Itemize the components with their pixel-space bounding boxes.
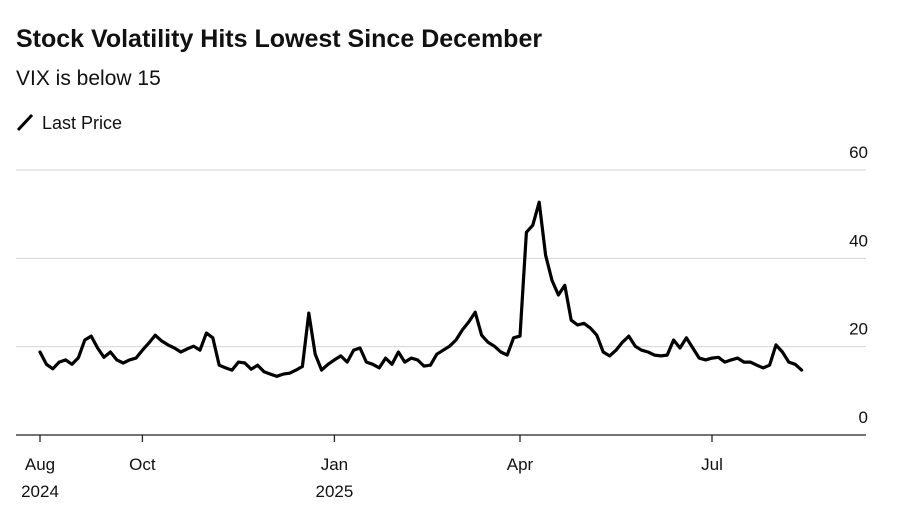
x-tick-label: Aug 2024 bbox=[21, 455, 59, 501]
y-tick-label: 40 bbox=[849, 231, 868, 250]
legend-swatch bbox=[16, 113, 34, 132]
chart-title: Stock Volatility Hits Lowest Since Decem… bbox=[16, 25, 542, 53]
legend: Last Price bbox=[16, 113, 122, 133]
data-line bbox=[38, 200, 804, 378]
legend-label: Last Price bbox=[42, 113, 122, 133]
x-tick-label: Jan 2025 bbox=[315, 455, 353, 501]
y-tick-label: 60 bbox=[849, 143, 868, 162]
y-tick-label: 20 bbox=[849, 320, 868, 339]
x-tick-label: Jul bbox=[701, 455, 723, 474]
x-tick-label: Oct bbox=[129, 455, 156, 474]
chart-subtitle: VIX is below 15 bbox=[16, 67, 161, 90]
y-tick-label: 0 bbox=[859, 408, 868, 427]
x-tick-label: Apr bbox=[507, 455, 534, 474]
